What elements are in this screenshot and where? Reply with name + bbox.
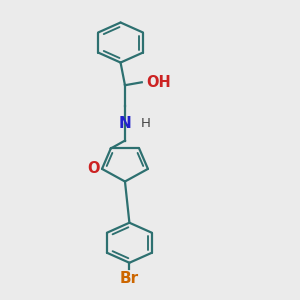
- Text: N: N: [118, 116, 131, 131]
- Text: O: O: [87, 161, 100, 176]
- Text: Br: Br: [120, 271, 139, 286]
- Text: OH: OH: [146, 75, 171, 90]
- Text: H: H: [141, 117, 151, 130]
